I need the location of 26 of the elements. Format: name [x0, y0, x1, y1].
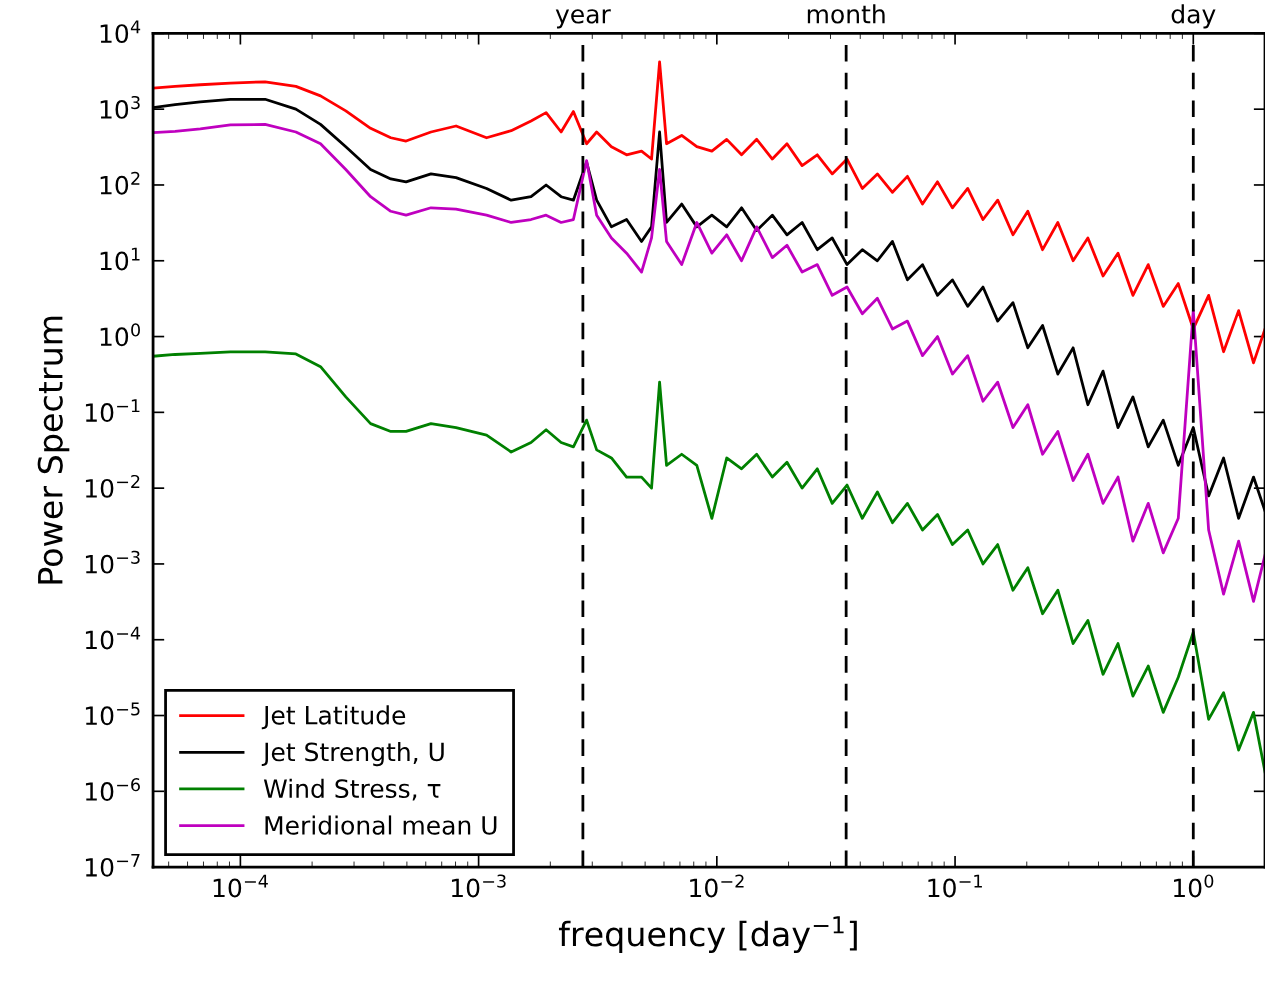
y-tick-label: 10$^{1}$	[100, 247, 140, 271]
x-tick-label: 10$^{−2}$	[690, 874, 744, 898]
ref-line-label: month	[807, 4, 885, 24]
y-tick-label: 10$^{−7}$	[85, 854, 140, 877]
y-tick-label: 10$^{−5}$	[85, 702, 140, 726]
x-axis-title: frequency [day$^{−1}$]	[558, 916, 857, 954]
legend-label: Wind Stress, τ	[263, 778, 441, 801]
y-tick-label: 10$^{−6}$	[85, 778, 140, 801]
y-tick-label: 10$^{0}$	[100, 323, 140, 347]
ref-line-label: day	[1171, 4, 1216, 29]
ref-line-label: year	[555, 9, 611, 29]
x-tick-label: 10$^{0}$	[1174, 874, 1214, 898]
legend-label: Jet Strength, U	[261, 742, 444, 767]
y-tick-label: 10$^{−2}$	[85, 474, 140, 498]
x-tick-label: 10$^{−4}$	[213, 874, 268, 898]
legend-label: Meridional mean U	[265, 815, 497, 835]
y-tick-label: 10$^{−4}$	[85, 626, 141, 650]
legend-label: Jet Latitude	[261, 705, 406, 730]
y-tick-label: 10$^{2}$	[100, 171, 140, 195]
y-axis-title: Power Spectrum	[37, 316, 70, 584]
y-tick-label: 10$^{−3}$	[85, 550, 140, 574]
x-tick-label: 10$^{−1}$	[928, 874, 982, 898]
y-tick-label: 10$^{−1}$	[85, 399, 140, 423]
x-tick-label: 10$^{−3}$	[451, 874, 506, 898]
y-tick-label: 10$^{3}$	[100, 95, 140, 119]
y-tick-label: 10$^{4}$	[100, 20, 141, 44]
